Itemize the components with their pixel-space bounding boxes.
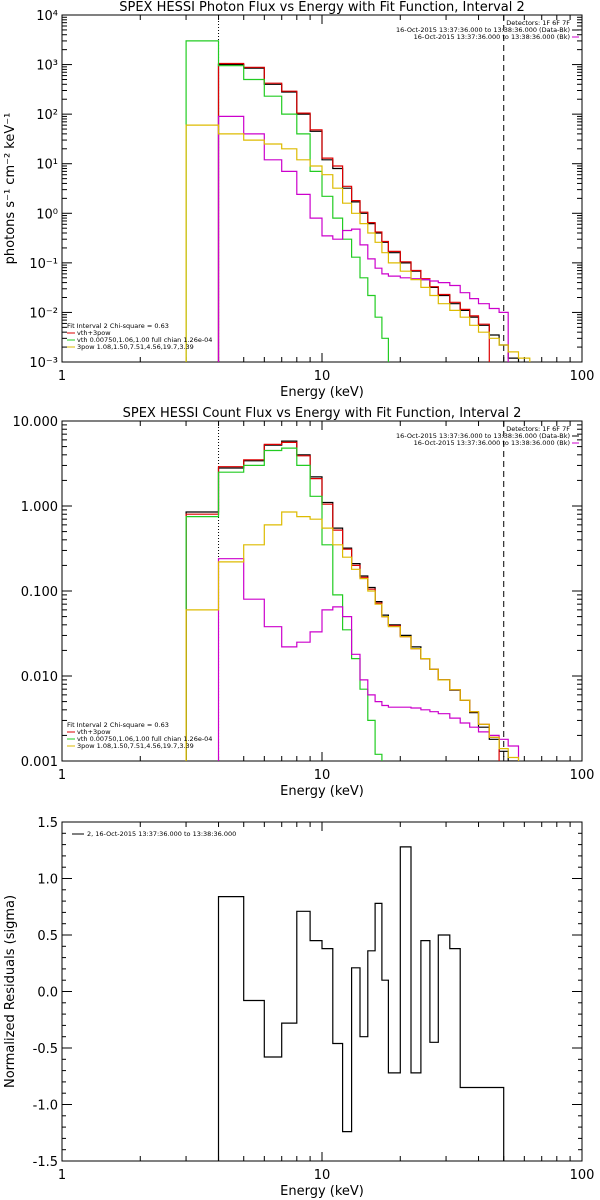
y-tick-label: 0.001 [21,755,58,770]
y-tick-label: 0.010 [21,670,58,685]
y-tick-label: 1.000 [21,500,58,515]
legend-bottomleft-text: Fit Interval 2 Chi-square = 0.63 [67,322,169,330]
chart-title: SPEX HESSI Count Flux vs Energy with Fit… [123,406,522,421]
y-tick-label: 1.5 [37,816,58,831]
series-line-3pow [185,511,520,761]
chart-panel-1: 1 10 100 Energy (keV) 10⁻³ 10⁻² 10⁻¹ 10⁰ 10¹ 10² 1… [3,0,594,400]
x-tick-label: 100 [570,1168,595,1183]
series-line-vth [185,40,401,362]
legend-topright-text: Detectors: 1F 6F 7F [506,425,570,433]
x-axis-label: Energy (keV) [280,1184,364,1199]
legend-text: 2, 16-Oct-2015 13:37:36.000 to 13:38:36.… [87,830,236,838]
x-tick-label: 1 [58,768,66,783]
y-tick-label: -0.5 [33,1042,58,1057]
y-tick-label: 10³ [36,59,58,74]
series-line-data-bk [185,440,519,761]
y-axis-label: photons s⁻¹ cm⁻² keV⁻¹ [3,113,18,265]
legend-bottomleft-text: vth+3pow [77,728,111,736]
x-tick-label: 10 [314,369,331,384]
y-tick-label: 10² [36,108,58,123]
legend-topright-text: 16-Oct-2015 13:37:36.000 to 13:38:36.000… [414,439,570,447]
y-tick-label: 0.5 [37,929,58,944]
x-axis-label: Energy (keV) [280,385,364,400]
legend-bottomleft-text: Fit Interval 2 Chi-square = 0.63 [67,721,169,729]
legend-bottomleft-text: 3pow 1.08,1.50,7.51,4.56,19.7,3.39 [77,742,194,750]
legend-topright-text: 16-Oct-2015 13:37:36.000 to 13:38:36.000… [414,33,570,41]
series-line-3pow [185,124,567,362]
x-tick-label: 100 [570,369,595,384]
chart-title: SPEX HESSI Photon Flux vs Energy with Fi… [119,0,525,15]
y-tick-label: -1.5 [33,1155,58,1170]
y-tick-label: 10.000 [13,415,59,430]
y-tick-label: -1.0 [33,1099,58,1114]
legend-bottomleft-text: 3pow 1.08,1.50,7.51,4.56,19.7,3.39 [77,343,194,351]
x-tick-label: 100 [570,768,595,783]
legend-bottomleft-text: vth 0.00750,1.06,1.00 full chian 1.26e-0… [77,336,212,344]
y-axis-label: Normalized Residuals (sigma) [3,895,18,1088]
legend-topright-text: 16-Oct-2015 13:37:36.000 to 13:38:36.000… [396,26,570,34]
legend-topright-text: Detectors: 1F 6F 7F [506,19,570,27]
y-tick-label: 10⁻² [29,306,58,321]
series-group [185,440,520,761]
series-group [185,40,567,362]
y-tick-label: 10⁻¹ [29,257,58,272]
series-line-vth-3pow [217,62,490,362]
chart-panel-2: 1 10 100 Energy (keV) 0.001 0.010 0.100 1.000 10… [13,406,595,799]
series-line-bk [217,558,520,761]
series-line-residuals [217,846,505,1161]
chart-panel-3: 1 10 100 Energy (keV) -1.5 -1.0 -0.5 0.0 0.5 1.0 1… [3,816,594,1199]
x-tick-label: 10 [314,768,331,783]
y-tick-label: 10¹ [36,158,58,173]
y-tick-label: 10⁻³ [29,356,58,371]
y-tick-label: 10⁴ [36,9,58,24]
legend-bottomleft-text: vth 0.00750,1.06,1.00 full chian 1.26e-0… [77,735,212,743]
series-line-vth [185,447,383,761]
x-tick-label: 10 [314,1168,331,1183]
y-tick-label: 10⁰ [36,207,58,222]
y-tick-label: 0.100 [21,585,58,600]
series-line-data-bk [217,63,520,362]
legend-bottomleft-text: vth+3pow [77,329,111,337]
series-line-bk [217,115,509,362]
series-group [217,846,505,1161]
y-tick-label: 1.0 [37,873,58,888]
legend-topright-text: 16-Oct-2015 13:37:36.000 to 13:38:36.000… [396,432,570,440]
x-tick-label: 1 [58,1168,66,1183]
x-axis-label: Energy (keV) [280,784,364,799]
x-tick-label: 1 [58,369,66,384]
y-tick-label: 0.0 [37,986,58,1001]
